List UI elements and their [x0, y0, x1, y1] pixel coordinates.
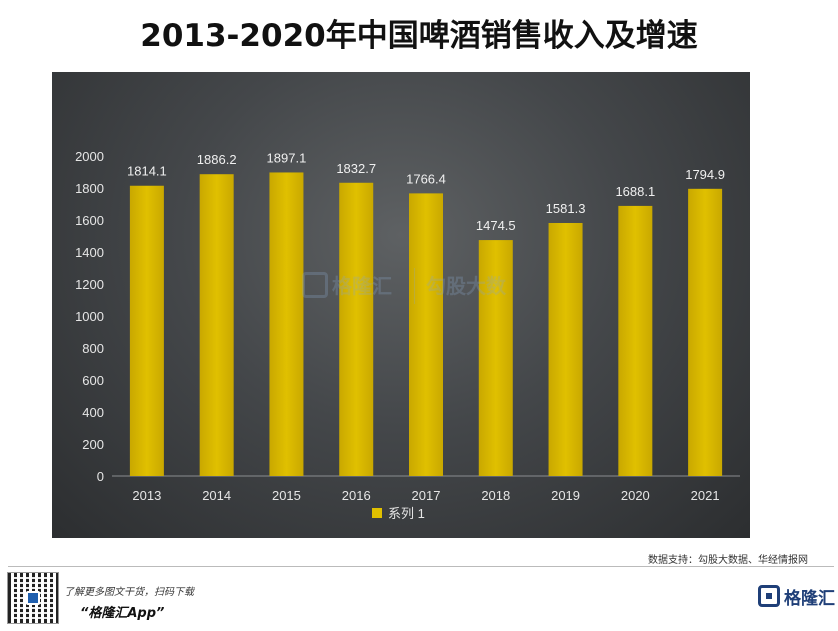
watermark-separator [414, 268, 415, 304]
data-label: 1897.1 [267, 150, 307, 165]
data-label: 1688.1 [615, 184, 655, 199]
bar [618, 205, 653, 477]
y-tick-label: 400 [82, 405, 104, 420]
x-tick-label: 2020 [621, 488, 650, 503]
app-name: “格隆汇App” [80, 606, 165, 621]
y-tick-label: 1200 [75, 277, 104, 292]
x-tick-label: 2014 [202, 488, 231, 503]
page-title: 2013-2020年中国啤酒销售收入及增速 [140, 18, 698, 54]
x-tick-label: 2016 [342, 488, 371, 503]
x-tick-label: 2018 [481, 488, 510, 503]
bar [269, 172, 304, 476]
x-tick-label: 2013 [132, 488, 161, 503]
x-tick-label: 2021 [691, 488, 720, 503]
qr-code-icon[interactable] [7, 572, 59, 624]
brand-text: 格隆汇 [784, 588, 835, 609]
bar [339, 182, 374, 476]
y-tick-label: 1600 [75, 213, 104, 228]
y-tick-label: 200 [82, 437, 104, 452]
y-tick-label: 1400 [75, 245, 104, 260]
watermark: 格隆汇 勾股大数 [302, 268, 542, 308]
data-label: 1832.7 [336, 161, 376, 176]
bar-chart: 0 200 400 600 800 1000 1200 1400 1600 1800 2000 181… [75, 149, 740, 521]
x-tick-label: 2015 [272, 488, 301, 503]
data-label: 1474.5 [476, 218, 516, 233]
data-label: 1886.2 [197, 152, 237, 167]
x-tick-label: 2017 [412, 488, 441, 503]
data-label: 1794.9 [685, 167, 725, 182]
footer-divider [8, 566, 834, 567]
y-tick-label: 1800 [75, 181, 104, 196]
data-source: 数据支持：勾股大数据、华经情报网 [648, 555, 808, 566]
y-tick-label: 2000 [75, 149, 104, 164]
x-tick-label: 2019 [551, 488, 580, 503]
data-label: 1766.4 [406, 171, 446, 186]
watermark-logo-icon [302, 272, 328, 298]
scan-prompt: 了解更多图文干货，扫码下载 [64, 587, 194, 598]
bar [478, 240, 513, 476]
watermark-left-text: 格隆汇 [332, 274, 392, 298]
bar [199, 174, 234, 476]
y-tick-label: 800 [82, 341, 104, 356]
bar [129, 185, 164, 476]
y-tick-label: 1000 [75, 309, 104, 324]
brand-logo[interactable]: 格隆汇 [758, 583, 835, 609]
y-tick-label: 0 [97, 469, 104, 484]
legend-label: 系列 1 [388, 506, 425, 521]
brand-logo-icon [758, 585, 780, 607]
legend-swatch [372, 508, 382, 518]
chart-panel: 0 200 400 600 800 1000 1200 1400 1600 1800 2000 181… [52, 72, 750, 538]
bar [688, 188, 723, 476]
watermark-right-text: 勾股大数 [426, 274, 506, 298]
bar [409, 193, 443, 476]
data-label: 1814.1 [127, 164, 167, 179]
data-label: 1581.3 [546, 201, 586, 216]
y-tick-label: 600 [82, 373, 104, 388]
qr-logo-icon [26, 591, 40, 605]
bar [548, 222, 583, 476]
